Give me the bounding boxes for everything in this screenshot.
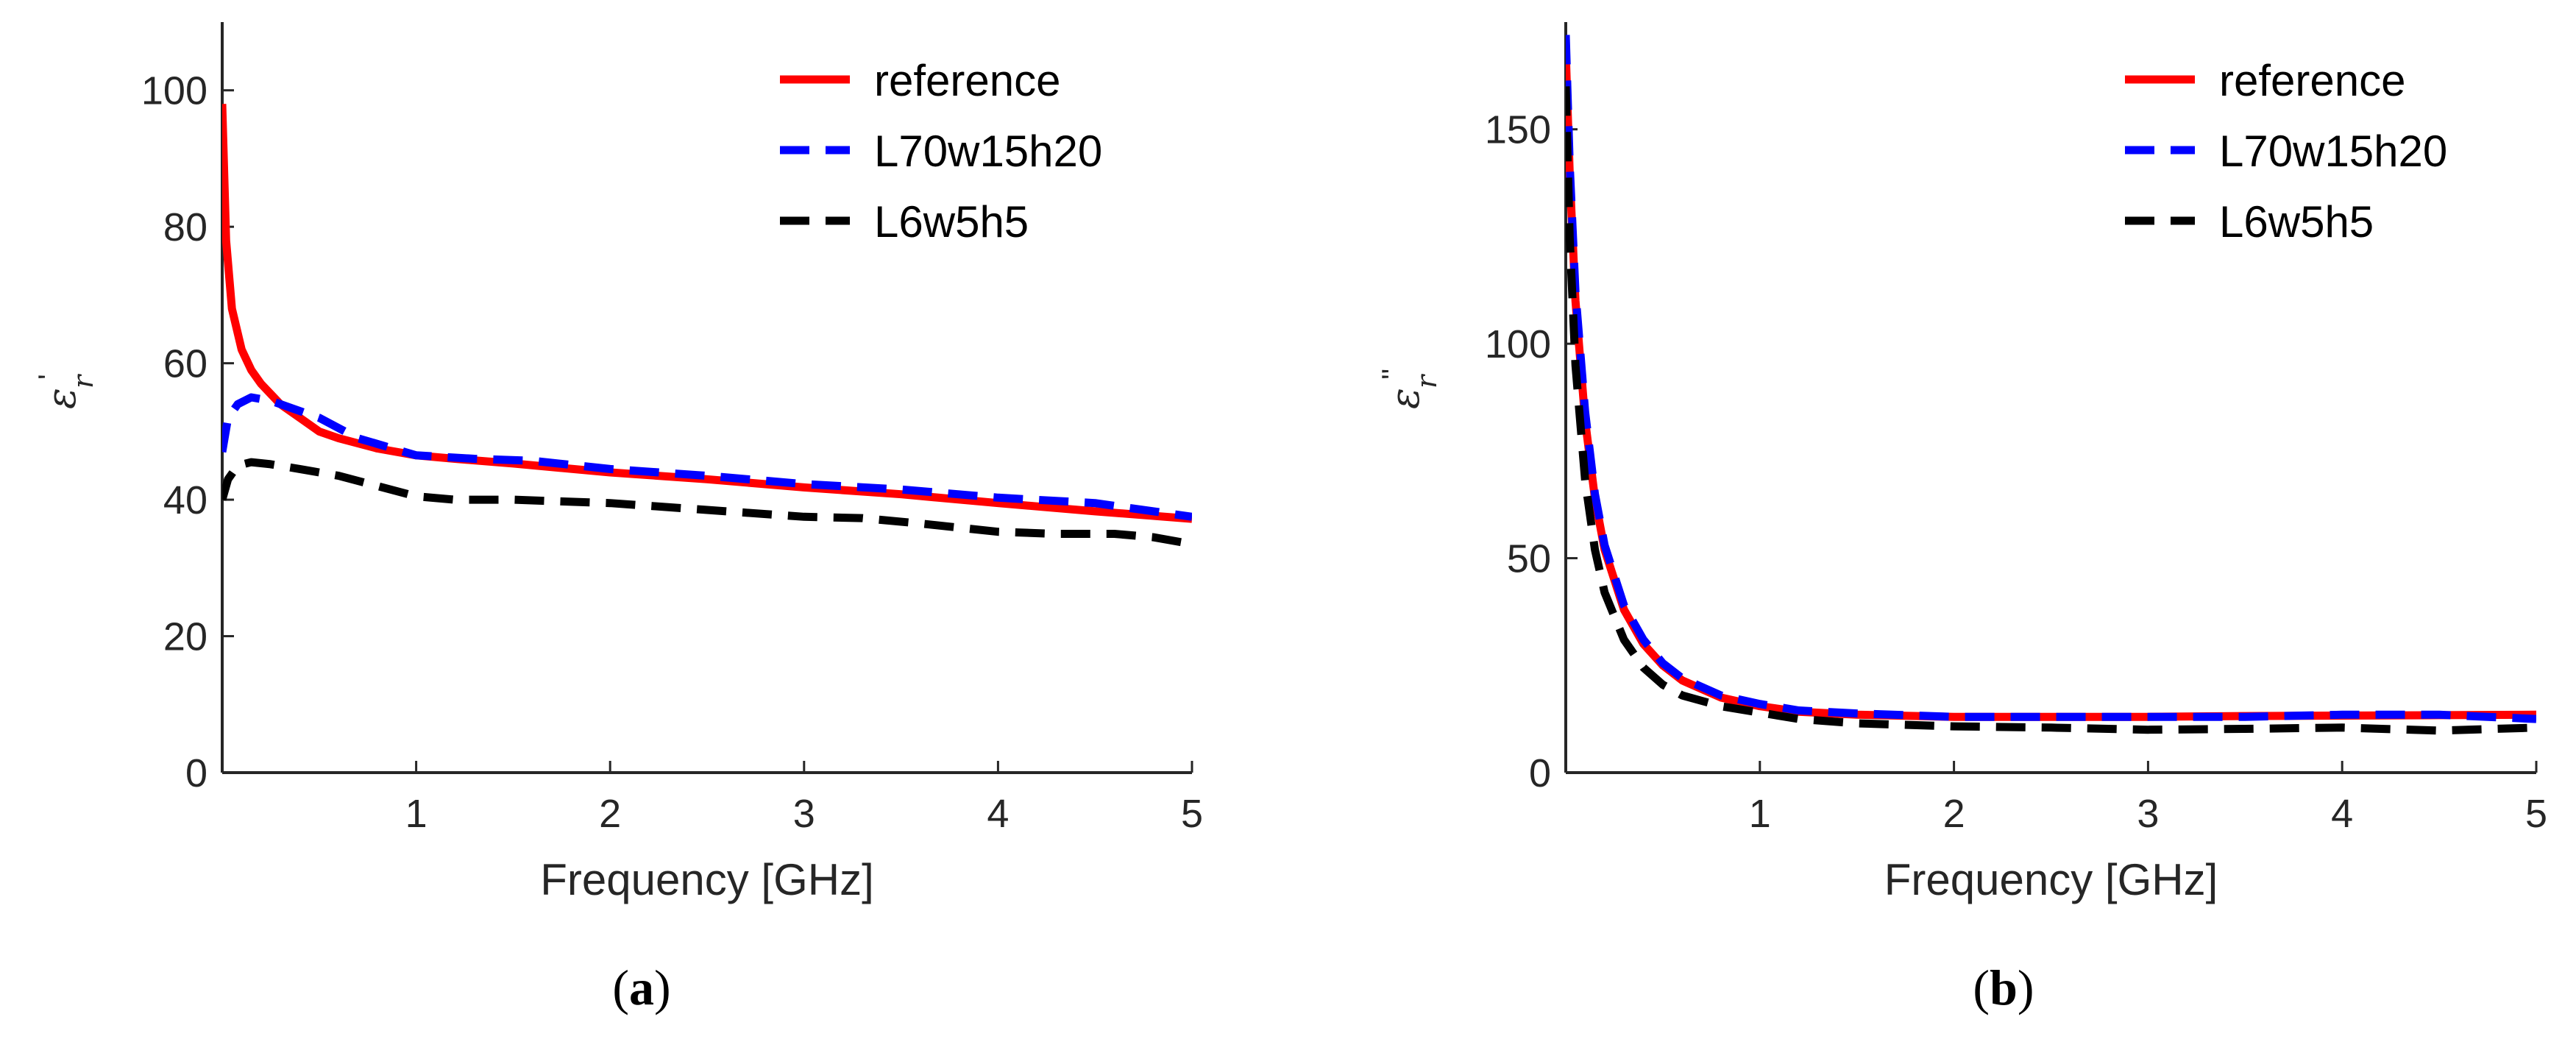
legend-label-reference: reference [874, 56, 1060, 105]
x-tick-label: 5 [2525, 792, 2547, 836]
x-tick-label: 5 [1181, 792, 1203, 836]
panel-label-open: ( [1973, 960, 1990, 1015]
x-tick-label: 1 [1749, 792, 1771, 836]
x-tick-label: 2 [1943, 792, 1965, 836]
panel-label: (a) [612, 960, 670, 1015]
x-tick-label: 2 [599, 792, 621, 836]
x-tick-label: 4 [2331, 792, 2353, 836]
y-axis-label: εr'' [1377, 369, 1443, 409]
x-tick-label: 3 [793, 792, 815, 836]
legend: reference L70w15h20 L6w5h5 [780, 56, 1102, 247]
series-line-reference [222, 104, 1192, 523]
y-tick-label: 100 [141, 69, 207, 113]
series-line-l6w5h5 [1566, 86, 2536, 735]
y-axis-subscript: r [1411, 373, 1443, 389]
legend-label-l70w15h20: L70w15h20 [2219, 127, 2447, 176]
legend-label-reference: reference [2219, 56, 2405, 105]
y-tick-label: 0 [1529, 751, 1551, 795]
legend: reference L70w15h20 L6w5h5 [2125, 56, 2447, 247]
legend-label-l6w5h5: L6w5h5 [874, 197, 1029, 247]
y-tick-label: 80 [163, 205, 207, 249]
x-axis-label: Frequency [GHz] [540, 855, 874, 904]
y-axis-subscript: r [67, 373, 99, 389]
x-tick-label: 1 [405, 792, 427, 836]
y-tick-label: 60 [163, 342, 207, 386]
panel-label-close: ) [2018, 960, 2034, 1015]
y-axis-prime: '' [1377, 369, 1409, 380]
y-tick-label: 40 [163, 478, 207, 522]
y-axis-symbol: ε [38, 388, 85, 409]
y-tick-label: 50 [1507, 537, 1551, 581]
y-axis-symbol: ε [1382, 388, 1428, 409]
y-axis-label: εr' [33, 373, 99, 409]
panel-label-letter: a [629, 960, 654, 1015]
y-tick-label: 100 [1485, 322, 1551, 366]
panel-label-close: ) [654, 960, 671, 1015]
x-axis-label: Frequency [GHz] [1884, 855, 2218, 904]
legend-label-l70w15h20: L70w15h20 [874, 127, 1102, 176]
panel-label: (b) [1973, 960, 2034, 1015]
y-tick-label: 20 [163, 615, 207, 659]
series-line-l70w15h20 [1566, 35, 2536, 723]
series-line-l70w15h20 [222, 393, 1192, 521]
series-line-l6w5h5 [222, 458, 1192, 548]
y-tick-label: 0 [185, 751, 207, 795]
x-tick-label: 3 [2137, 792, 2159, 836]
y-axis-prime: ' [33, 374, 65, 380]
legend-label-l6w5h5: L6w5h5 [2219, 197, 2374, 247]
panel-label-letter: b [1990, 960, 2018, 1015]
x-tick-label: 4 [987, 792, 1009, 836]
panel-a: 1 2 3 4 5 0 20 40 60 80 100 Frequency [GHz] εr' refer… [33, 22, 1203, 1015]
y-tick-label: 150 [1485, 108, 1551, 152]
panel-label-open: ( [612, 960, 629, 1015]
